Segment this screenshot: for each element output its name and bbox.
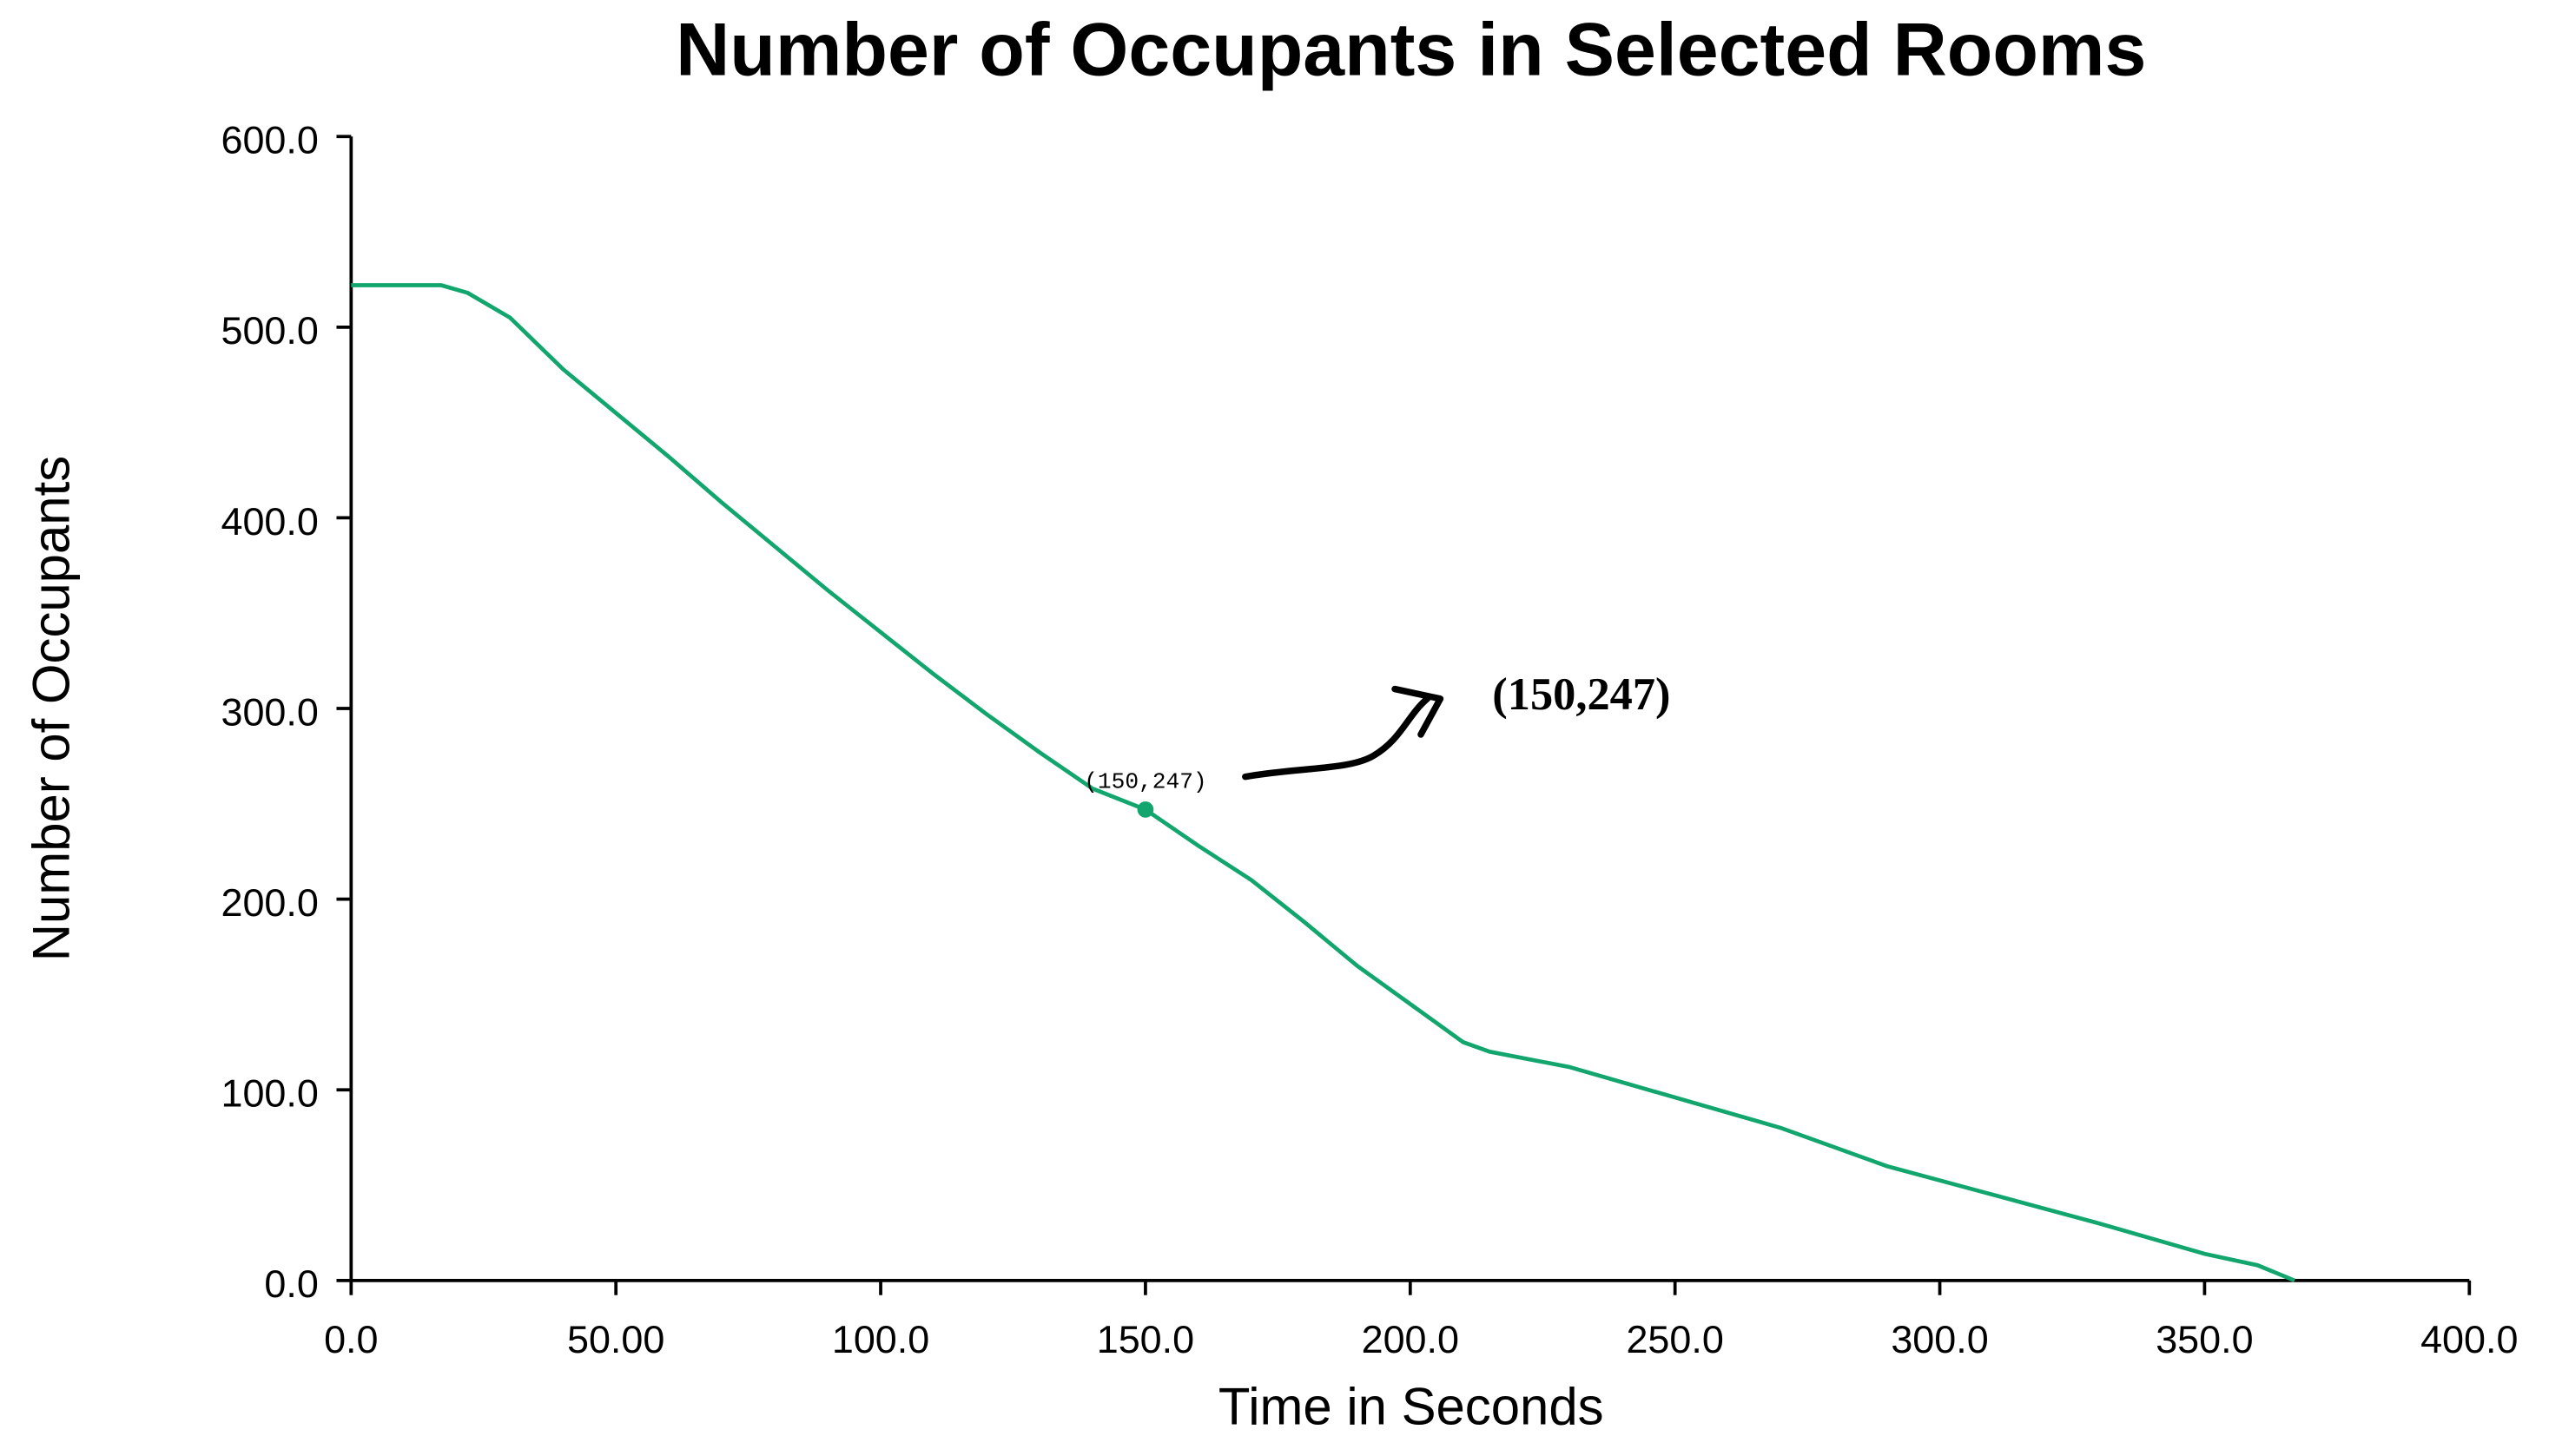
x-axis-label: Time in Seconds xyxy=(1218,1377,1604,1435)
y-tick-label: 500.0 xyxy=(221,308,318,352)
x-tick-label: 150.0 xyxy=(1097,1317,1194,1361)
highlight-point xyxy=(1137,801,1154,818)
x-tick-label: 0.0 xyxy=(324,1317,378,1361)
data-line xyxy=(351,283,2295,1283)
annotation: (150,247) xyxy=(1492,669,1670,720)
y-tick-label: 600.0 xyxy=(221,118,318,162)
x-tick-label: 300.0 xyxy=(1891,1317,1988,1361)
x-tick-label: 350.0 xyxy=(2156,1317,2253,1361)
arrow xyxy=(1242,685,1444,781)
x-tick-label: 250.0 xyxy=(1626,1317,1723,1361)
y-tick-label: 0.0 xyxy=(264,1262,318,1306)
y-tick-label: 100.0 xyxy=(221,1071,318,1116)
highlight-label: (150,247) xyxy=(1084,769,1206,795)
x-tick-label: 50.00 xyxy=(567,1317,664,1361)
x-tick-label: 400.0 xyxy=(2420,1317,2518,1361)
x-tick-label: 200.0 xyxy=(1362,1317,1459,1361)
y-tick-label: 300.0 xyxy=(221,689,318,734)
chart-title: Number of Occupants in Selected Rooms xyxy=(676,8,2146,91)
y-tick-label: 400.0 xyxy=(221,499,318,544)
y-tick-label: 200.0 xyxy=(221,880,318,925)
x-tick-label: 100.0 xyxy=(832,1317,929,1361)
y-axis-label: Number of Occupants xyxy=(22,456,80,961)
